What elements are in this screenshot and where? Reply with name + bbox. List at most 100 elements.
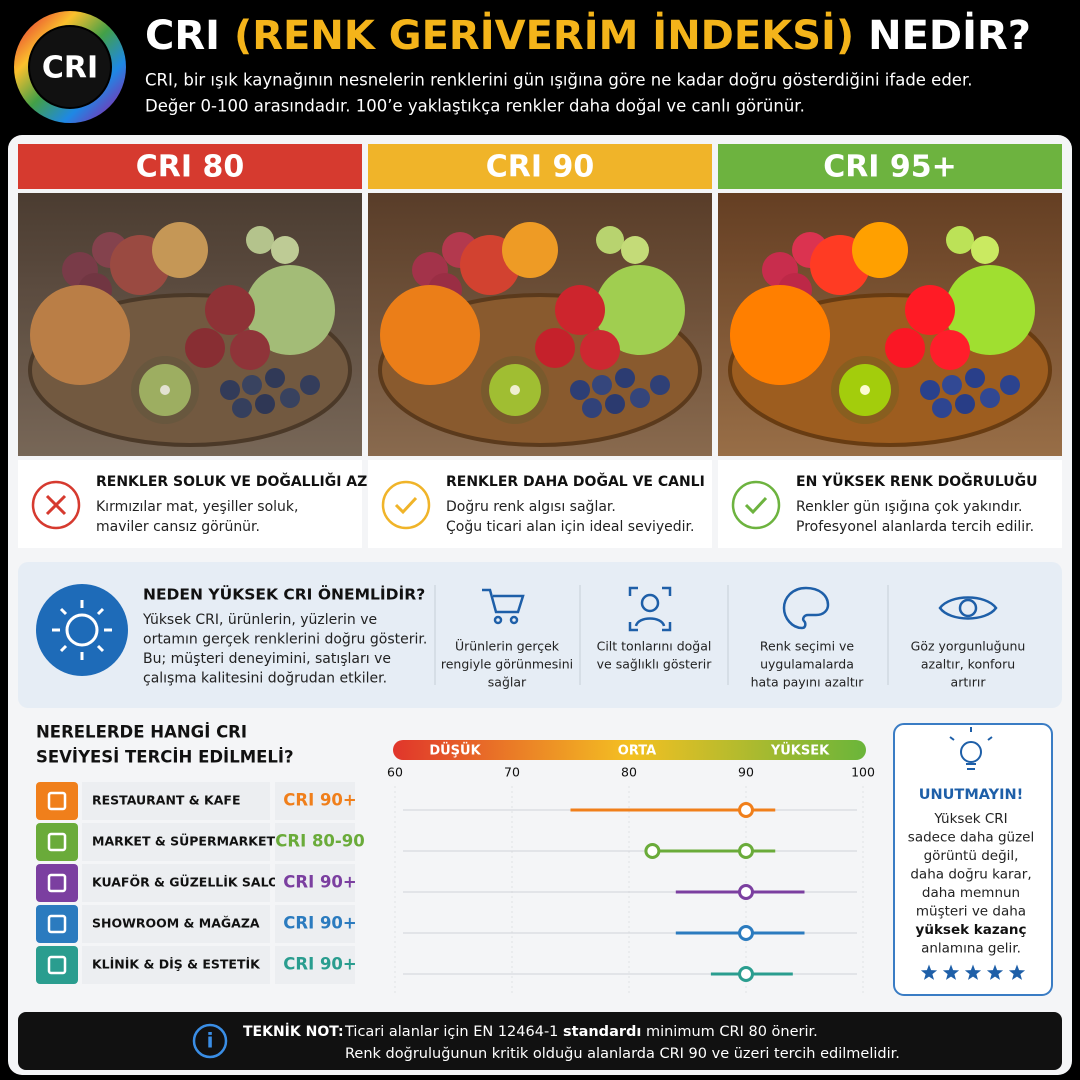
fruit [255, 394, 275, 414]
fruit [955, 394, 975, 414]
reminder-line: anlamına gelir. [921, 941, 1021, 957]
reminder-line: görüntü değil, [924, 848, 1019, 864]
row-bg [82, 946, 270, 984]
fruit [205, 285, 255, 335]
star [920, 964, 938, 980]
title-part: NEDİR? [854, 11, 1031, 59]
fruit [220, 380, 240, 400]
row-icon [36, 782, 78, 820]
star [986, 964, 1004, 980]
fruit [280, 388, 300, 408]
usage-title: SEVİYESİ TERCİH EDİLMELİ? [36, 748, 294, 767]
fruit [852, 222, 908, 278]
fruit [920, 380, 940, 400]
feature-icons [482, 586, 998, 632]
panel-line: Kırmızılar mat, yeşiller soluk, [96, 499, 299, 515]
fruit [971, 236, 999, 264]
sun-rays [52, 600, 112, 660]
fruit [885, 328, 925, 368]
fruit [246, 226, 274, 254]
fruit [1000, 375, 1020, 395]
row-glyph [47, 832, 67, 852]
reminder-line: daha memnun [922, 885, 1020, 901]
range-point [738, 884, 754, 900]
feature-text: artırır [951, 675, 987, 690]
logo-text: CRI [42, 51, 98, 86]
bulb-icon [949, 727, 993, 770]
note-text: Ticari alanlar için EN 12464-1 [344, 1024, 563, 1040]
fruit [570, 380, 590, 400]
status-glyph [45, 494, 67, 516]
panel-line: Renkler gün ışığına çok yakındır. [796, 499, 1023, 515]
logo-core [30, 27, 110, 107]
feature-text: rengiyle görünmesini [441, 657, 573, 672]
feature-text: sağlar [488, 675, 527, 690]
reminder-emphasis: yüksek kazanç [916, 922, 1027, 938]
separators [434, 585, 889, 685]
feature-text: azaltır, konforu [921, 657, 1015, 672]
star [1008, 964, 1026, 980]
row-icon [36, 946, 78, 984]
feature-text: Renk seçimi ve [760, 639, 855, 654]
note-bar [18, 1012, 1062, 1070]
fruit [152, 222, 208, 278]
panel-line: Doğru renk algısı sağlar. [446, 499, 616, 515]
fruit [185, 328, 225, 368]
importance-panel [18, 562, 1062, 708]
fruit [615, 368, 635, 388]
feature-text: ve sağlıklı gösterir [597, 657, 713, 672]
fruit [580, 330, 620, 370]
fruit [582, 398, 602, 418]
fruit [245, 265, 335, 355]
fruit [380, 285, 480, 385]
info-icon: i [207, 1029, 214, 1053]
status-icon [381, 480, 431, 530]
fruit-core [160, 385, 170, 395]
fruit [242, 375, 262, 395]
row-level: CRI 80-90 [275, 832, 364, 851]
fruit [650, 375, 670, 395]
row-level: CRI 90+ [283, 791, 357, 810]
row-bg [82, 823, 270, 861]
fruit [946, 226, 974, 254]
fruit [630, 388, 650, 408]
reminder-line: müşteri ve daha [916, 904, 1026, 920]
reminder-line: sadece daha güzel [908, 830, 1034, 846]
fruit [905, 285, 955, 335]
usage-title: NERELERDE HANGİ CRI [36, 723, 247, 742]
fruit [942, 375, 962, 395]
panel-label: CRI 90 [486, 150, 594, 185]
reminder-line: daha doğru karar, [910, 867, 1031, 883]
row-glyph [47, 914, 67, 934]
fruit [30, 285, 130, 385]
panel-heading: EN YÜKSEK RENK DOĞRULUĞU [796, 472, 1037, 490]
range-point [738, 925, 754, 941]
x-tick-label: 80 [621, 765, 637, 780]
row-icon [36, 905, 78, 943]
reminder-line: Yüksek CRI [933, 811, 1007, 827]
range-point [738, 843, 754, 859]
fruit [300, 375, 320, 395]
fruit [730, 285, 830, 385]
x-tick-label: 70 [504, 765, 520, 780]
row-name: RESTAURANT & KAFE [92, 793, 241, 808]
fruit [930, 330, 970, 370]
row-name: KLİNİK & DİŞ & ESTETİK [92, 957, 261, 972]
range-point [738, 966, 754, 982]
x-tick-label: 60 [387, 765, 403, 780]
row-name: SHOWROOM & MAĞAZA [92, 916, 260, 931]
panel-header [718, 144, 1062, 189]
fruit [932, 398, 952, 418]
fruit [555, 285, 605, 335]
fruit [605, 394, 625, 414]
panel-heading: RENKLER DAHA DOĞAL VE CANLI [446, 472, 705, 490]
level-bg [275, 782, 355, 820]
x-tick-label: 90 [738, 765, 754, 780]
row-level: CRI 90+ [283, 955, 357, 974]
row-icon [36, 823, 78, 861]
title-part: CRI [145, 13, 234, 59]
logo-ring [14, 11, 126, 123]
panel-line: Çoğu ticari alan için ideal seviyedir. [446, 519, 694, 535]
fruit [265, 368, 285, 388]
